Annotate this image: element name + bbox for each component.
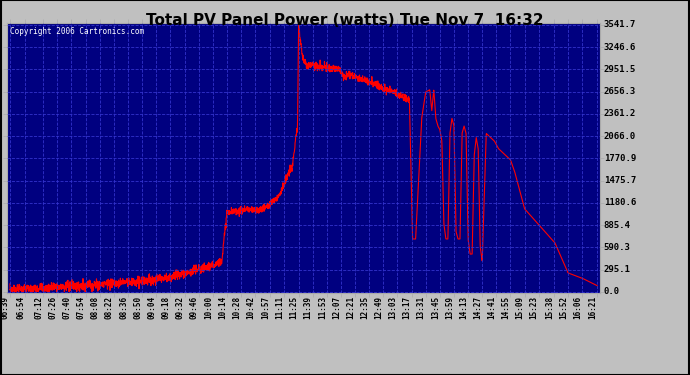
Text: 12:49: 12:49 [375,296,384,320]
Text: 09:32: 09:32 [175,296,184,320]
Text: 12:07: 12:07 [332,296,341,320]
Text: 10:57: 10:57 [262,296,270,320]
Text: 07:12: 07:12 [34,296,43,320]
Text: 06:54: 06:54 [16,296,25,320]
Text: 07:40: 07:40 [63,296,72,320]
Text: 2066.0: 2066.0 [604,132,636,141]
Text: 3246.6: 3246.6 [604,42,636,51]
Text: 1770.9: 1770.9 [604,154,636,163]
Text: 14:13: 14:13 [459,296,468,320]
Text: 12:21: 12:21 [346,296,355,320]
Text: 11:39: 11:39 [304,296,313,320]
Text: 15:23: 15:23 [530,296,539,320]
Text: 11:53: 11:53 [318,296,327,320]
Text: 13:31: 13:31 [417,296,426,320]
Text: 06:39: 06:39 [1,296,10,320]
Text: 1180.6: 1180.6 [604,198,636,207]
Text: 08:36: 08:36 [119,296,128,320]
Text: 12:35: 12:35 [360,296,369,320]
Text: 14:27: 14:27 [473,296,482,320]
Text: 2951.5: 2951.5 [604,65,636,74]
Text: 09:46: 09:46 [190,296,199,320]
Text: 08:22: 08:22 [105,296,114,320]
Text: 13:59: 13:59 [445,296,454,320]
Text: 09:18: 09:18 [161,296,170,320]
Text: Copyright 2006 Cartronics.com: Copyright 2006 Cartronics.com [10,27,144,36]
Text: 13:03: 13:03 [388,296,397,320]
Text: 15:09: 15:09 [515,296,524,320]
Text: 295.1: 295.1 [604,265,631,274]
Text: 1475.7: 1475.7 [604,176,636,185]
Text: 11:11: 11:11 [275,296,284,320]
Text: 16:21: 16:21 [589,296,598,320]
Text: Total PV Panel Power (watts) Tue Nov 7  16:32: Total PV Panel Power (watts) Tue Nov 7 1… [146,13,544,28]
Text: 15:52: 15:52 [559,296,568,320]
Text: 885.4: 885.4 [604,220,631,230]
Text: 08:50: 08:50 [133,296,142,320]
Text: 07:26: 07:26 [48,296,57,320]
Text: 3541.7: 3541.7 [604,20,636,29]
Text: 590.3: 590.3 [604,243,631,252]
Text: 09:04: 09:04 [147,296,156,320]
Text: 14:55: 14:55 [502,296,511,320]
Text: 0.0: 0.0 [604,287,620,296]
Text: 10:42: 10:42 [246,296,255,320]
Text: 2361.2: 2361.2 [604,109,636,118]
Text: 2656.3: 2656.3 [604,87,636,96]
Text: 14:41: 14:41 [487,296,496,320]
Text: 10:00: 10:00 [204,296,213,320]
Text: 10:14: 10:14 [218,296,227,320]
Text: 13:45: 13:45 [431,296,440,320]
Text: 10:28: 10:28 [232,296,241,320]
Text: 13:17: 13:17 [402,296,411,320]
Text: 07:54: 07:54 [77,296,86,320]
Text: 16:06: 16:06 [573,296,582,320]
Text: 08:08: 08:08 [91,296,100,320]
Text: 11:25: 11:25 [290,296,299,320]
Text: 15:38: 15:38 [545,296,554,320]
